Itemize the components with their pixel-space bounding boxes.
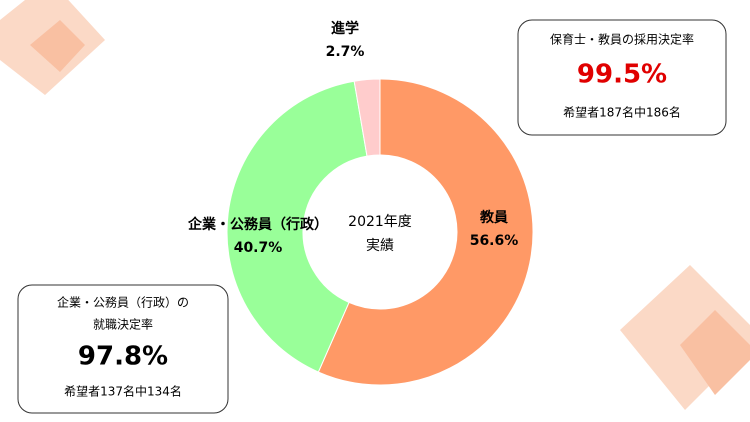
donut-slice [353,78,381,157]
donut-slice [317,78,534,386]
decoration [30,20,85,72]
annotation-box [517,19,727,136]
annotation-note: 希望者187名中186名 [563,105,681,120]
donut-slice [226,80,368,373]
slice-label: 企業・公務員（行政） [187,216,328,233]
annotation-value: 99.5% [577,60,667,90]
center-text: 実績 [366,238,394,254]
annotation-value: 97.8% [78,342,168,372]
slice-value: 40.7% [234,240,283,256]
slice-label: 教員 [480,209,508,226]
annotation-note: 希望者137名中134名 [64,384,182,399]
slice-value: 2.7% [326,44,365,60]
decoration [680,310,750,395]
annotation-box [17,284,229,414]
center-text: 2021年度 [348,214,412,230]
annotation-title: 企業・公務員（行政）の [57,295,189,310]
slice-value: 56.6% [470,233,519,249]
annotation-title: 就職決定率 [93,317,153,332]
annotation-title: 保育士・教員の採用決定率 [550,32,694,47]
slice-label: 進学 [331,20,359,37]
